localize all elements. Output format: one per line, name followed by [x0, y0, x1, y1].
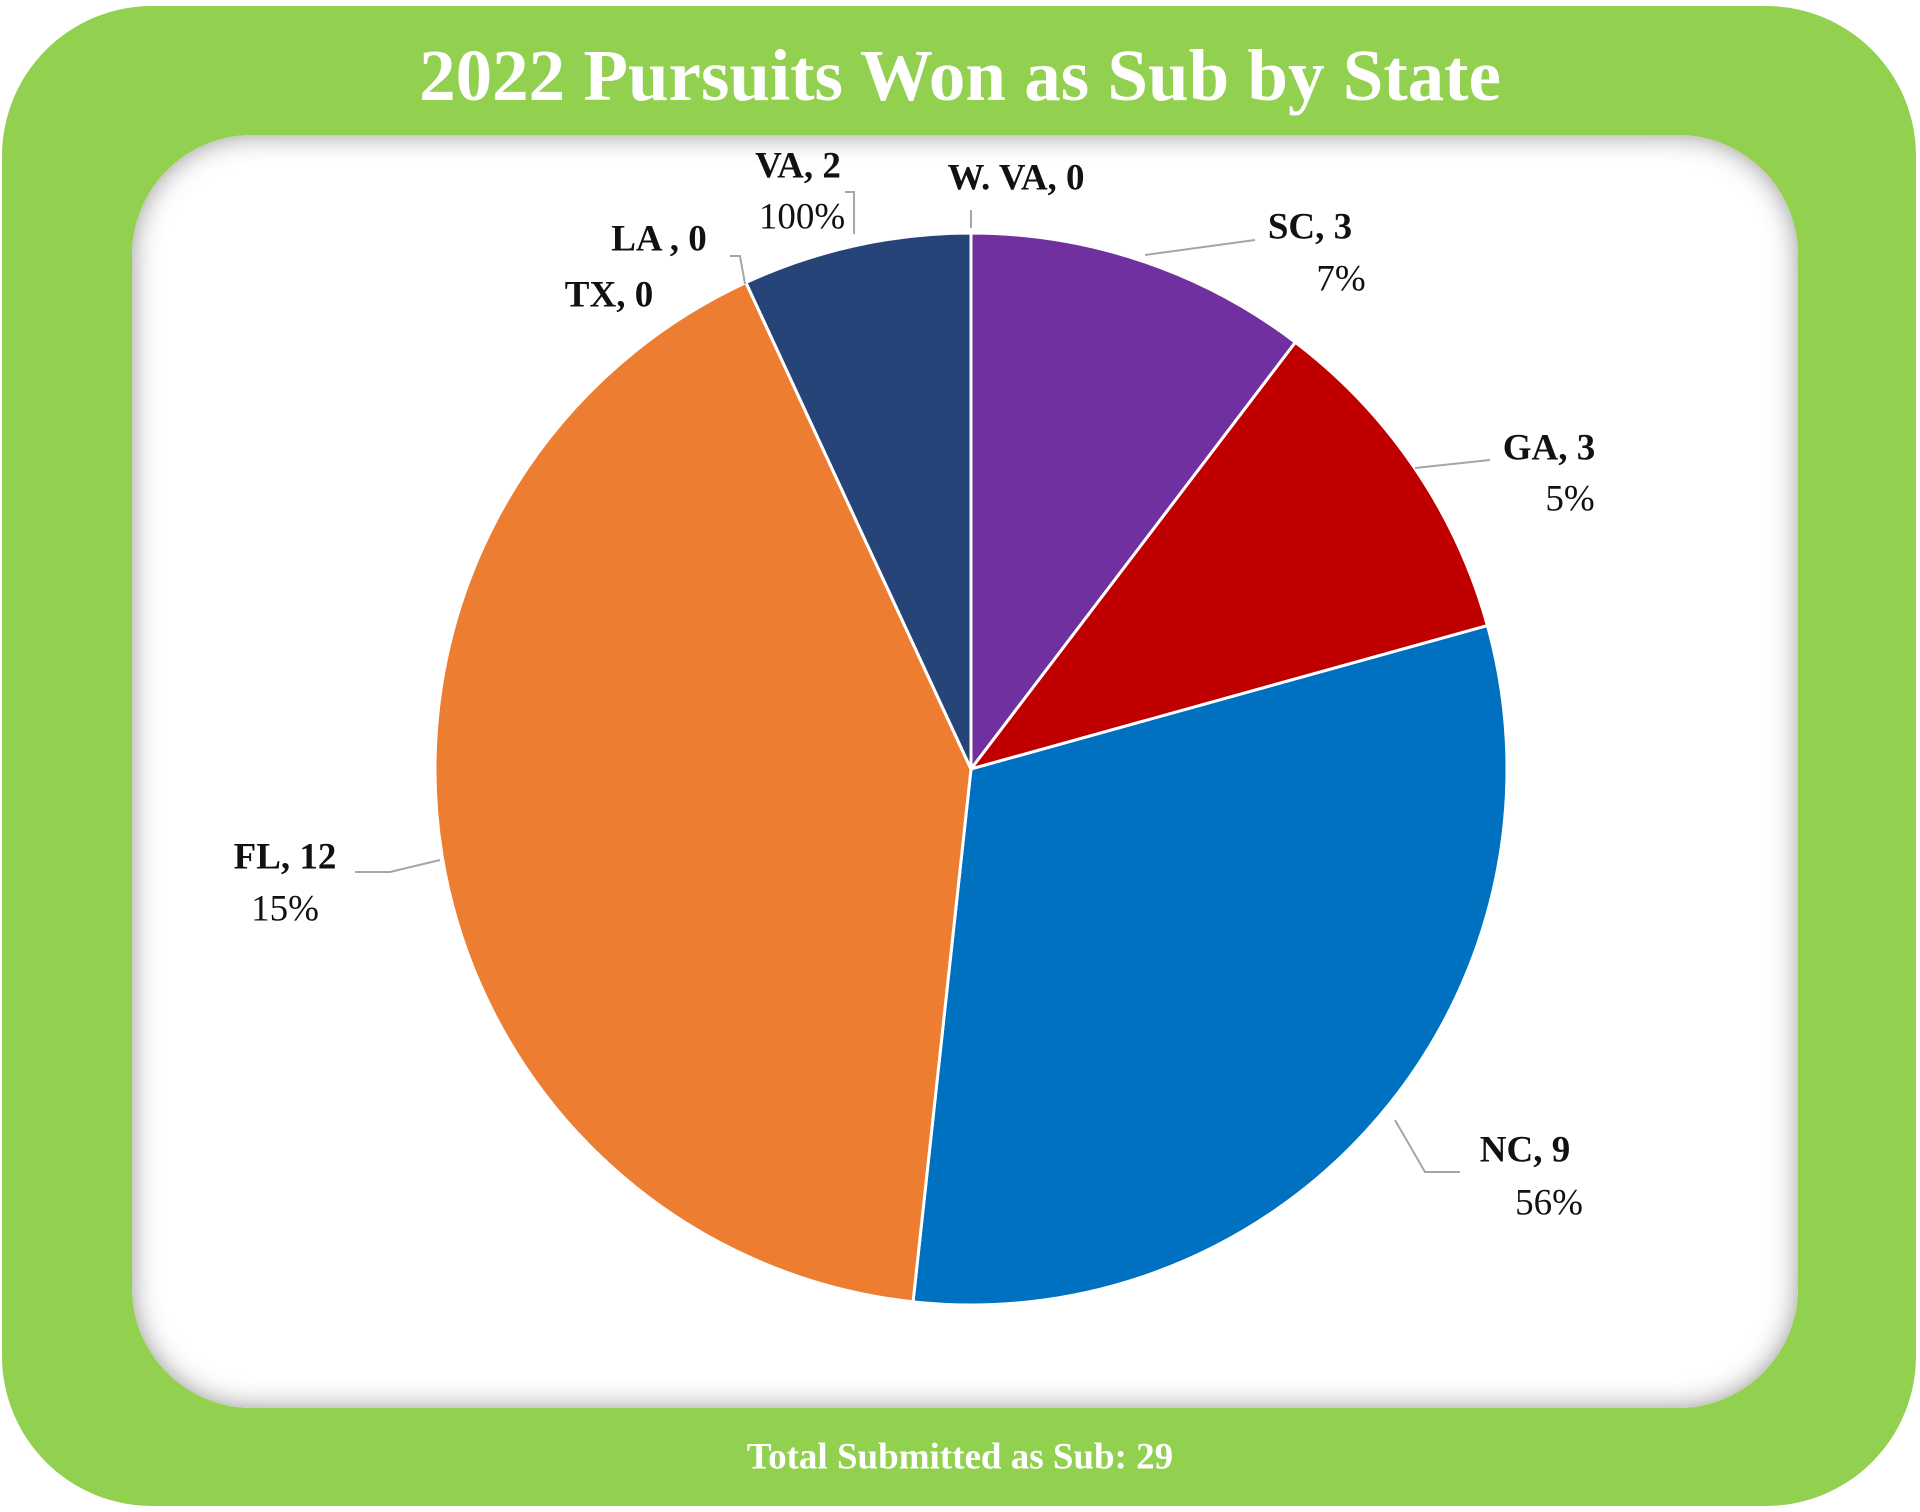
- leader-line: [1144, 239, 1256, 256]
- leader-line: [355, 859, 441, 873]
- percent-label: 56%: [1515, 1182, 1583, 1223]
- percent-label: 100%: [759, 196, 845, 237]
- pie-slice: [969, 231, 1298, 774]
- leader-line: [845, 191, 855, 234]
- data-label: VA, 2: [755, 145, 841, 186]
- data-label: GA, 3: [1503, 427, 1596, 468]
- leader-line: [1414, 459, 1491, 469]
- percent-label: 15%: [251, 888, 319, 929]
- data-label: LA , 0: [611, 218, 707, 259]
- pie-slice: [967, 340, 1490, 772]
- percent-label: 7%: [1316, 258, 1365, 299]
- percent-label: 5%: [1545, 478, 1594, 519]
- data-label: SC, 3: [1268, 206, 1352, 247]
- footnote: Total Submitted as Sub: 29: [747, 1436, 1173, 1477]
- pie-slice: [911, 623, 1509, 1307]
- pie-slice: [743, 231, 973, 770]
- pie-slice: [433, 280, 973, 1304]
- data-label: TX, 0: [565, 274, 653, 315]
- leader-line: [730, 255, 746, 285]
- data-label: W. VA, 0: [947, 157, 1084, 198]
- chart-title: 2022 Pursuits Won as Sub by State: [419, 35, 1501, 116]
- leader-line: [1394, 1119, 1460, 1173]
- data-label: NC, 9: [1480, 1129, 1570, 1170]
- data-label: FL, 12: [234, 836, 337, 877]
